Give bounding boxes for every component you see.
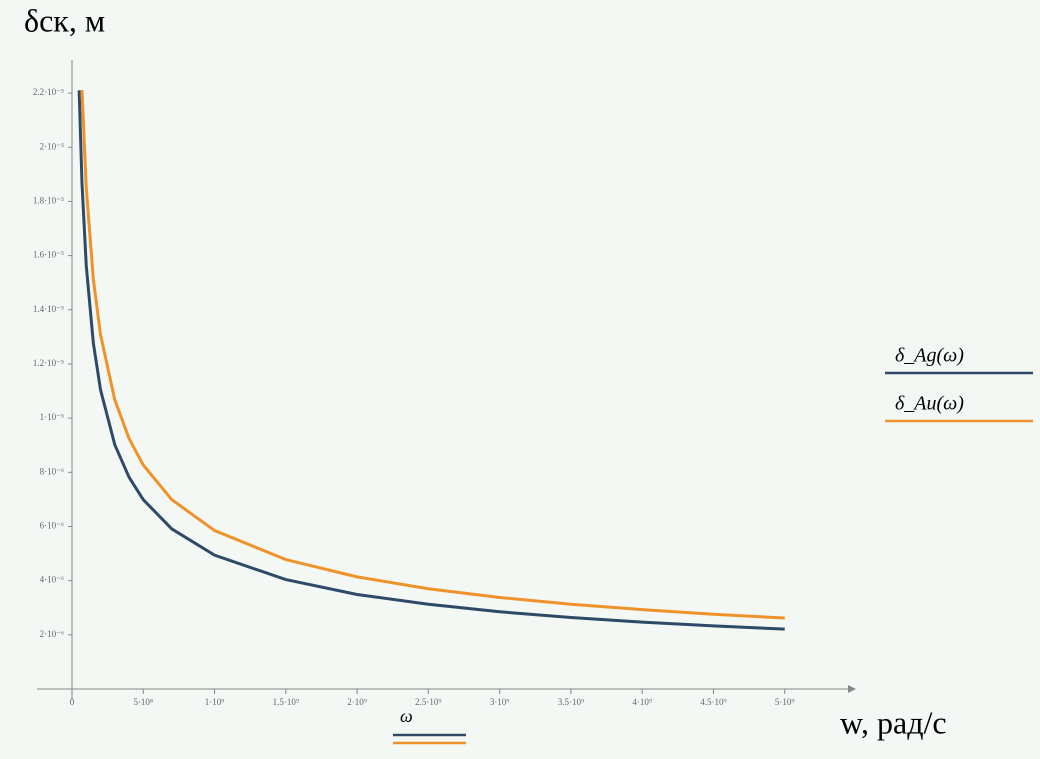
y-tick-label: 1·10⁻⁵ <box>40 412 64 422</box>
x-tick-label: 4.5·10⁹ <box>700 697 726 707</box>
x-tick-label: 3·10⁹ <box>490 697 510 707</box>
x-tick-label: 3.5·10⁹ <box>558 697 584 707</box>
x-tick-label: 0 <box>70 697 75 707</box>
x-tick-label: 4·10⁹ <box>632 697 652 707</box>
x-tick-label: 1.5·10⁹ <box>273 697 299 707</box>
y-tick-label: 1.6·10⁻⁵ <box>33 250 64 260</box>
series-line <box>80 90 785 620</box>
y-tick-label: 2.2·10⁻⁵ <box>33 87 64 97</box>
x-variable: ω <box>400 706 413 726</box>
y-tick-label: 2·10⁻⁵ <box>40 141 64 151</box>
x-axis-arrow <box>848 685 856 693</box>
x-tick-label: 5·10⁸ <box>133 697 153 707</box>
x-tick-label: 1·10⁹ <box>205 697 225 707</box>
y-tick-label: 1.8·10⁻⁵ <box>33 195 64 205</box>
y-tick-label: 2·10⁻⁶ <box>40 629 64 639</box>
y-axis-title: δск, м <box>24 2 105 38</box>
x-tick-label: 2·10⁹ <box>347 697 367 707</box>
x-tick-label: 5·10⁹ <box>775 697 795 707</box>
series-line <box>77 90 785 631</box>
y-tick-label: 8·10⁻⁶ <box>40 466 64 476</box>
x-axis-title: w, рад/с <box>840 704 947 740</box>
y-tick-label: 4·10⁻⁶ <box>40 575 64 585</box>
y-tick-label: 6·10⁻⁶ <box>40 521 64 531</box>
y-tick-label: 1.4·10⁻⁵ <box>33 304 64 314</box>
x-tick-label: 2.5·10⁹ <box>415 697 441 707</box>
legend-label: δ_Ag(ω) <box>895 345 964 367</box>
legend-label: δ_Au(ω) <box>895 393 964 415</box>
y-tick-label: 1.2·10⁻⁵ <box>33 358 64 368</box>
